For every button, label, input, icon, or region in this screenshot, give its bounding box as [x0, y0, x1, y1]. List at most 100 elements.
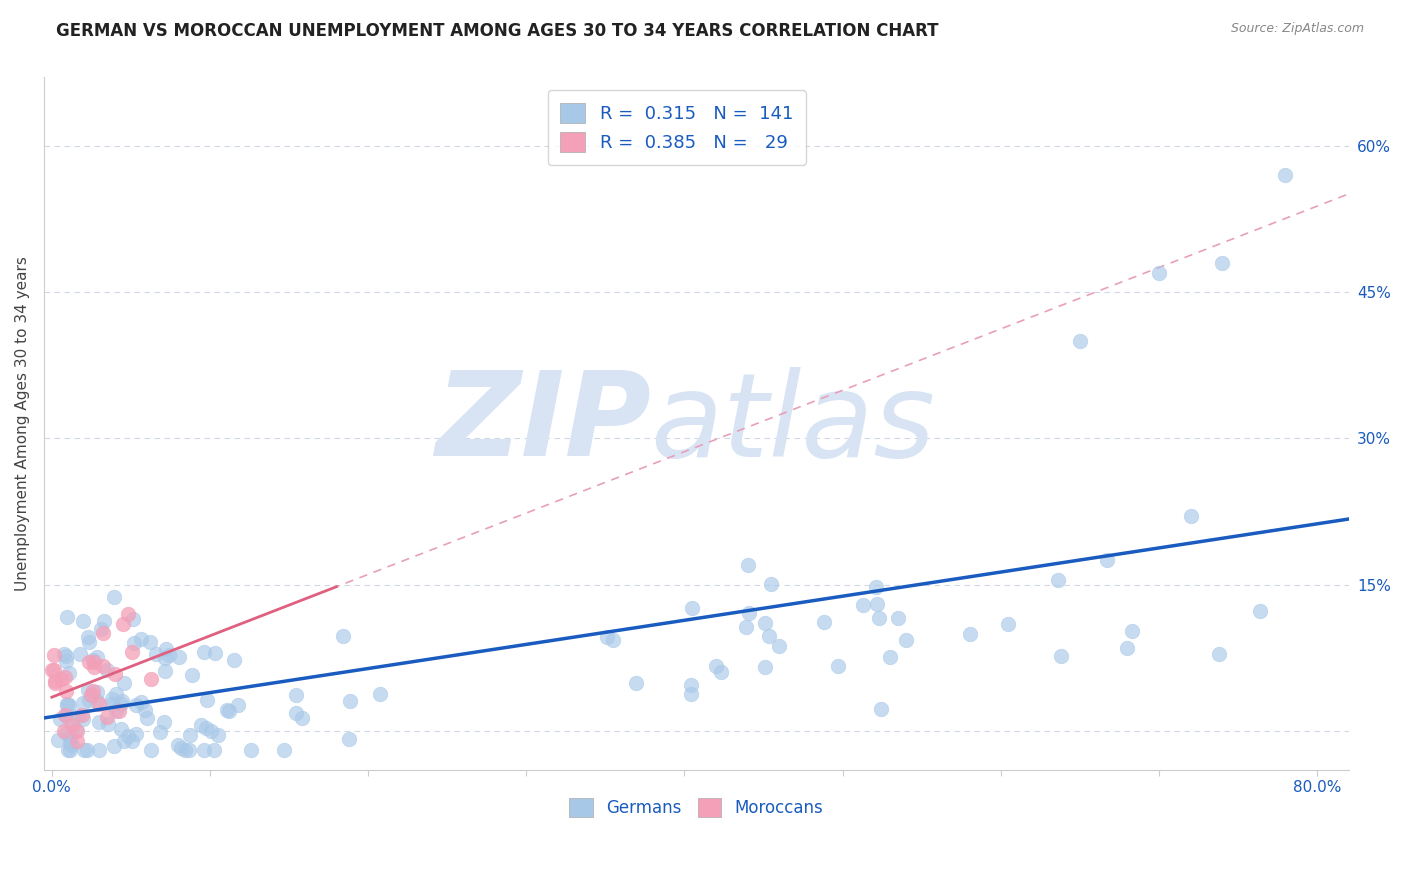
Point — [83, 660, 105, 674]
Point — [65, 723, 87, 737]
Point — [125, 698, 148, 712]
Point — [46, 732, 69, 747]
Point — [58, 665, 80, 680]
Point — [101, 697, 124, 711]
Point — [734, 620, 756, 634]
Point — [42, 648, 65, 663]
Point — [53, 723, 76, 738]
Point — [170, 741, 193, 756]
Point — [368, 687, 391, 701]
Point — [596, 630, 619, 644]
Point — [91, 659, 114, 673]
Point — [738, 606, 761, 620]
Point — [58, 698, 80, 712]
Point — [1115, 640, 1137, 655]
Point — [80, 688, 103, 702]
Point — [104, 666, 127, 681]
Point — [157, 648, 180, 662]
Point — [111, 616, 134, 631]
Point — [166, 738, 188, 752]
Point — [117, 607, 139, 621]
Point — [83, 655, 105, 669]
Point — [139, 743, 162, 757]
Point — [222, 653, 245, 667]
Point — [105, 704, 128, 718]
Point — [108, 704, 131, 718]
Point — [139, 672, 162, 686]
Point — [121, 734, 143, 748]
Point — [77, 630, 100, 644]
Point — [73, 743, 96, 757]
Point — [240, 743, 263, 757]
Point — [285, 706, 308, 721]
Point — [59, 736, 82, 750]
Point — [77, 656, 100, 670]
Point — [879, 649, 901, 664]
Point — [55, 670, 77, 684]
Point — [72, 696, 94, 710]
Point — [111, 694, 134, 708]
Point — [894, 633, 917, 648]
Y-axis label: Unemployment Among Ages 30 to 34 years: Unemployment Among Ages 30 to 34 years — [15, 256, 30, 591]
Point — [60, 739, 83, 753]
Point — [110, 722, 132, 736]
Point — [66, 709, 89, 723]
Point — [754, 660, 776, 674]
Point — [121, 645, 143, 659]
Point — [1147, 266, 1170, 280]
Point — [87, 743, 110, 757]
Point — [41, 663, 63, 677]
Point — [112, 676, 135, 690]
Point — [145, 647, 167, 661]
Point — [195, 693, 218, 707]
Point — [1050, 648, 1073, 663]
Point — [56, 697, 79, 711]
Point — [284, 688, 307, 702]
Point — [190, 718, 212, 732]
Point — [155, 642, 177, 657]
Point — [1121, 624, 1143, 638]
Point — [121, 612, 143, 626]
Point — [167, 650, 190, 665]
Point — [103, 739, 125, 753]
Point — [204, 647, 226, 661]
Point — [72, 712, 94, 726]
Point — [180, 668, 202, 682]
Point — [79, 635, 101, 649]
Point — [103, 591, 125, 605]
Point — [96, 663, 118, 677]
Point — [58, 712, 80, 726]
Point — [56, 698, 79, 713]
Point — [110, 698, 132, 712]
Point — [1211, 256, 1233, 270]
Point — [60, 717, 83, 731]
Point — [153, 715, 176, 730]
Point — [53, 708, 76, 723]
Point — [704, 659, 727, 673]
Point — [97, 717, 120, 731]
Point — [682, 601, 704, 615]
Point — [1069, 334, 1091, 348]
Point — [76, 743, 98, 757]
Point — [69, 647, 91, 661]
Point — [86, 693, 108, 707]
Point — [681, 678, 703, 692]
Point — [65, 723, 87, 738]
Point — [626, 675, 648, 690]
Point — [866, 597, 889, 611]
Point — [1047, 573, 1070, 587]
Point — [87, 714, 110, 729]
Point — [87, 698, 110, 712]
Point — [737, 558, 759, 572]
Point — [1180, 509, 1202, 524]
Point — [139, 635, 162, 649]
Point — [77, 693, 100, 707]
Point — [49, 712, 72, 726]
Point — [86, 685, 108, 699]
Point — [177, 743, 200, 757]
Point — [291, 711, 314, 725]
Point — [679, 687, 702, 701]
Point — [44, 674, 66, 689]
Point — [602, 632, 624, 647]
Point — [56, 743, 79, 757]
